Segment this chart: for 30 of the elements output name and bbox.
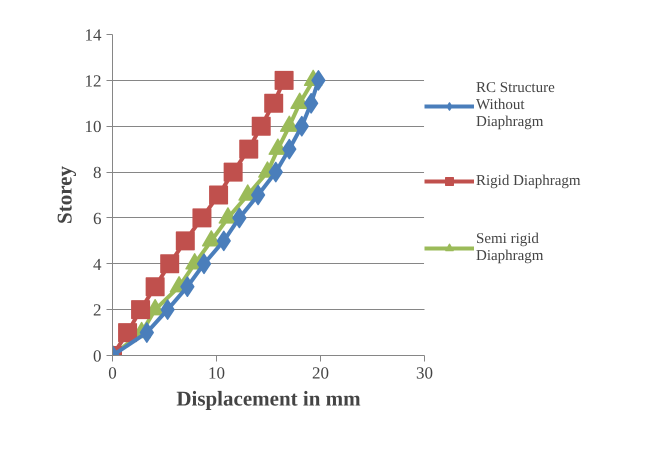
point [239,140,258,159]
y-tick-label: 14 [84,26,102,44]
y-tick-label: 2 [93,300,102,320]
point [250,184,266,206]
y-tick-label: 12 [84,71,102,90]
point [192,208,212,228]
y-tick-label: 4 [93,254,102,274]
x-tick-label: 30 [416,364,433,382]
point [160,254,180,274]
point [146,277,165,296]
point [176,231,195,250]
point [209,186,228,204]
legend-label: Rigid Diaphragm [476,172,581,190]
point [264,94,284,113]
x-tick-label: 20 [312,364,329,382]
legend-label: RC Structure Without Diaphragm [476,80,555,131]
y-tick-label: 8 [93,163,102,182]
point [118,323,138,342]
legend-label: Semi rigid Diaphragm [476,231,544,265]
x-tick-label: 10 [208,364,225,382]
y-tick-label: 0 [93,346,102,366]
x-tick-label: 0 [108,364,117,382]
x-axis-title: Displacement in mm [176,386,362,410]
point [252,116,271,136]
point [224,162,243,182]
y-tick-label: 10 [84,117,102,136]
y-tick-label: 6 [93,208,102,228]
point [274,70,294,90]
y-axis-title: Storey [52,166,76,224]
point [131,300,150,320]
